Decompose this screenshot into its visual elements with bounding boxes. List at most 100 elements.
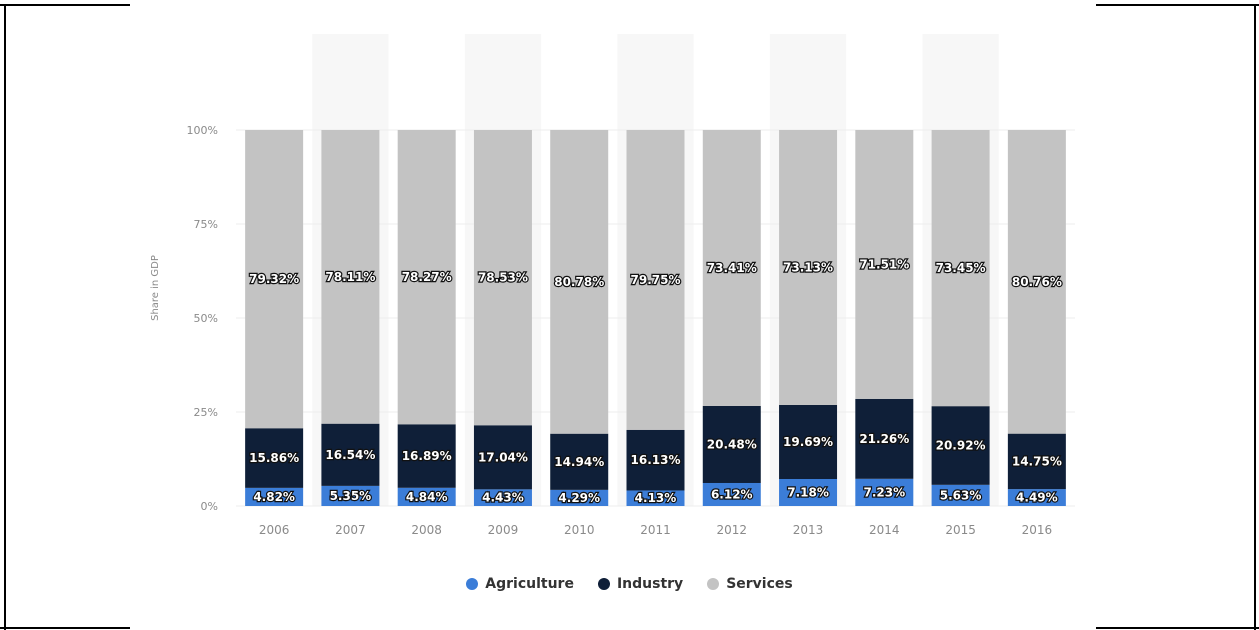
frame-top-right-line xyxy=(1096,4,1259,6)
data-label-agriculture-2015: 5.63% xyxy=(940,488,982,502)
bar-industry-2006 xyxy=(245,428,304,488)
data-label-agriculture-2008: 4.84% xyxy=(406,490,448,504)
bar-industry-2016 xyxy=(1007,433,1066,490)
bar-services-2014 xyxy=(855,130,914,399)
x-tick-label: 2015 xyxy=(945,523,976,537)
bar-agriculture-2013 xyxy=(779,479,838,506)
legend-marker-icon xyxy=(466,578,479,590)
data-label-agriculture-2012: 6.12% xyxy=(711,487,753,501)
bar-industry-2013 xyxy=(779,404,838,480)
bar-services-2006 xyxy=(245,130,304,429)
frame-bottom-left-line xyxy=(0,627,130,629)
legend-marker-icon xyxy=(597,578,610,590)
data-label-services-2008: 78.27% xyxy=(402,270,452,284)
data-label-services-2010: 80.78% xyxy=(554,275,604,289)
x-tick-label: 2008 xyxy=(411,523,442,537)
bar-agriculture-2009 xyxy=(473,489,532,506)
bar-industry-2010 xyxy=(550,433,609,490)
bar-industry-2012 xyxy=(702,405,761,483)
data-label-agriculture-2009: 4.43% xyxy=(482,491,524,505)
data-label-industry-2009: 17.04% xyxy=(478,450,528,464)
bar-services-2015 xyxy=(931,130,990,407)
legend-item-services[interactable]: Services xyxy=(707,576,793,592)
bar-agriculture-2006 xyxy=(245,487,304,506)
frame-bottom-right-line xyxy=(1096,627,1259,629)
x-tick-label: 2006 xyxy=(259,523,290,537)
y-tick-label: 0% xyxy=(201,500,218,513)
data-label-agriculture-2013: 7.18% xyxy=(787,486,829,500)
legend-label: Agriculture xyxy=(485,576,574,592)
bar-agriculture-2007 xyxy=(321,485,380,506)
legend-item-industry[interactable]: Industry xyxy=(597,576,684,592)
data-label-industry-2013: 19.69% xyxy=(783,435,833,449)
bar-agriculture-2015 xyxy=(931,484,990,506)
bar-services-2012 xyxy=(702,129,761,406)
data-label-services-2006: 79.32% xyxy=(249,272,299,286)
data-label-services-2014: 71.51% xyxy=(859,257,909,271)
data-label-industry-2016: 14.75% xyxy=(1012,454,1062,468)
bar-agriculture-2011 xyxy=(626,490,685,506)
data-label-agriculture-2011: 4.13% xyxy=(635,491,677,505)
bar-industry-2008 xyxy=(397,424,456,488)
bar-services-2016 xyxy=(1007,130,1066,434)
data-label-industry-2012: 20.48% xyxy=(707,437,757,451)
bar-agriculture-2012 xyxy=(702,482,761,506)
bar-industry-2015 xyxy=(931,406,990,485)
legend-label: Services xyxy=(726,576,793,592)
x-tick-label: 2013 xyxy=(793,523,824,537)
x-tick-label: 2010 xyxy=(564,523,595,537)
frame-top-left-line xyxy=(0,4,130,6)
legend-marker-icon xyxy=(707,578,720,590)
frame-right-line xyxy=(1254,4,1256,630)
bar-services-2009 xyxy=(473,130,532,426)
chart-legend: Agriculture Industry Services xyxy=(0,576,1259,592)
bar-services-2013 xyxy=(779,130,838,405)
data-label-services-2015: 73.45% xyxy=(936,261,986,275)
bar-services-2007 xyxy=(321,130,380,424)
legend-label: Industry xyxy=(616,576,684,592)
data-label-industry-2006: 15.86% xyxy=(249,451,299,465)
bar-services-2011 xyxy=(626,129,685,430)
data-label-agriculture-2016: 4.49% xyxy=(1016,491,1058,505)
data-label-industry-2008: 16.89% xyxy=(402,449,452,463)
data-label-services-2011: 79.75% xyxy=(631,273,681,287)
x-tick-label: 2014 xyxy=(869,523,900,537)
legend-item-agriculture[interactable]: Agriculture xyxy=(466,576,574,592)
data-label-services-2007: 78.11% xyxy=(325,270,375,284)
y-tick-label: 100% xyxy=(187,124,218,137)
data-label-industry-2010: 14.94% xyxy=(554,455,604,469)
y-tick-label: 75% xyxy=(194,218,218,231)
data-label-services-2009: 78.53% xyxy=(478,271,528,285)
data-label-industry-2014: 21.26% xyxy=(859,432,909,446)
bar-agriculture-2016 xyxy=(1007,489,1066,506)
x-tick-label: 2011 xyxy=(640,523,671,537)
data-label-industry-2007: 16.54% xyxy=(325,448,375,462)
bar-agriculture-2010 xyxy=(550,489,609,506)
data-label-agriculture-2006: 4.82% xyxy=(253,490,295,504)
y-tick-label: 25% xyxy=(194,406,218,419)
data-label-industry-2011: 16.13% xyxy=(631,453,681,467)
x-tick-label: 2009 xyxy=(488,523,519,537)
x-tick-label: 2007 xyxy=(335,523,366,537)
frame-left-line xyxy=(4,4,6,630)
bar-industry-2014 xyxy=(855,398,914,479)
data-label-agriculture-2007: 5.35% xyxy=(330,489,372,503)
bar-industry-2011 xyxy=(626,429,685,491)
x-tick-label: 2016 xyxy=(1022,523,1053,537)
bar-industry-2009 xyxy=(473,425,532,490)
data-label-agriculture-2010: 4.29% xyxy=(558,491,600,505)
data-label-services-2016: 80.76% xyxy=(1012,275,1062,289)
data-label-services-2012: 73.41% xyxy=(707,261,757,275)
bar-services-2010 xyxy=(550,129,609,434)
data-label-services-2013: 73.13% xyxy=(783,260,833,274)
bar-services-2008 xyxy=(397,130,456,425)
data-label-agriculture-2014: 7.23% xyxy=(863,485,905,499)
bar-agriculture-2008 xyxy=(397,487,456,506)
bar-agriculture-2014 xyxy=(855,478,914,506)
x-tick-label: 2012 xyxy=(716,523,747,537)
bar-industry-2007 xyxy=(321,423,380,486)
y-tick-label: 50% xyxy=(194,312,218,325)
y-axis-label: Share in GDP xyxy=(150,255,161,321)
data-label-industry-2015: 20.92% xyxy=(936,439,986,453)
